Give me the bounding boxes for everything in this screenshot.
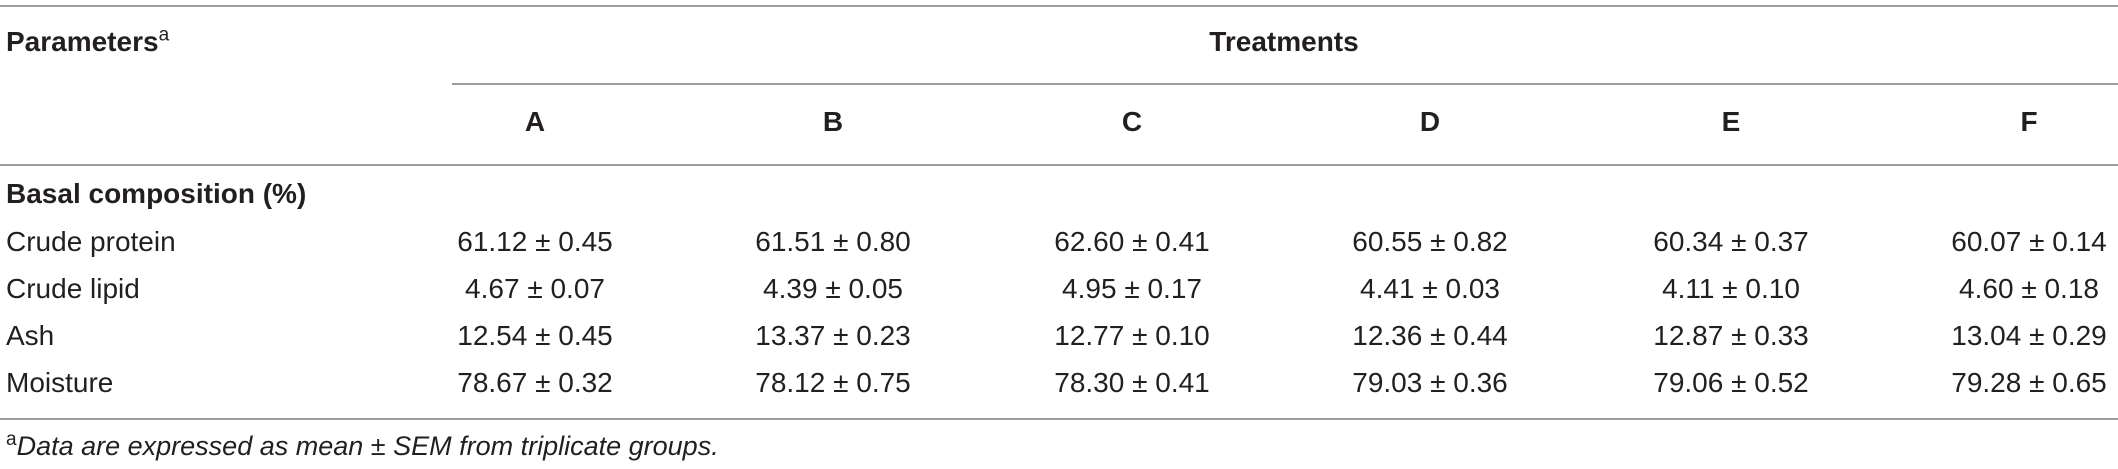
table-cell: 62.60 ± 0.41 — [1054, 226, 1210, 257]
column-header-a: A — [524, 106, 546, 137]
footnote-text: Data are expressed as mean ± SEM from tr… — [16, 431, 719, 461]
top-rule — [0, 5, 2118, 7]
table-cell: 4.41 ± 0.03 — [1360, 273, 1500, 304]
treatments-rule — [452, 83, 2118, 85]
table-cell: 61.51 ± 0.80 — [755, 226, 911, 257]
column-header-c: C — [1121, 106, 1143, 137]
footnote: aData are expressed as mean ± SEM from t… — [6, 430, 719, 461]
table-cell: 12.87 ± 0.33 — [1653, 320, 1809, 351]
column-header-b: B — [822, 106, 844, 137]
table-cell: 79.06 ± 0.52 — [1653, 367, 1809, 398]
table-cell: 78.30 ± 0.41 — [1054, 367, 1210, 398]
row-label: Moisture — [6, 367, 114, 398]
table-cell: 13.04 ± 0.29 — [1951, 320, 2107, 351]
parameters-header: Parametersa — [6, 24, 170, 57]
parameters-superscript: a — [158, 24, 170, 46]
table-cell: 4.39 ± 0.05 — [763, 273, 903, 304]
table-cell: 4.95 ± 0.17 — [1062, 273, 1202, 304]
table-cell: 79.28 ± 0.65 — [1951, 367, 2107, 398]
row-label: Ash — [6, 320, 55, 351]
header-rule — [0, 164, 2118, 166]
table-cell: 13.37 ± 0.23 — [755, 320, 911, 351]
section-label: Basal composition (%) — [6, 178, 307, 209]
footnote-marker: a — [6, 429, 17, 450]
table-cell: 78.12 ± 0.75 — [755, 367, 911, 398]
treatments-header: Treatments — [1209, 26, 1359, 57]
table-cell: 60.07 ± 0.14 — [1951, 226, 2107, 257]
bottom-rule — [0, 418, 2118, 420]
row-label: Crude lipid — [6, 273, 140, 304]
table-cell: 12.36 ± 0.44 — [1352, 320, 1508, 351]
table-cell: 61.12 ± 0.45 — [457, 226, 613, 257]
column-header-e: E — [1721, 106, 1741, 137]
table-cell: 12.54 ± 0.45 — [457, 320, 613, 351]
column-header-f: F — [2020, 106, 2038, 137]
table-cell: 4.60 ± 0.18 — [1959, 273, 2099, 304]
table-cell: 60.55 ± 0.82 — [1352, 226, 1508, 257]
parameters-label: Parameters — [6, 26, 159, 57]
row-label: Crude protein — [6, 226, 176, 257]
table-cell: 79.03 ± 0.36 — [1352, 367, 1508, 398]
column-header-d: D — [1419, 106, 1441, 137]
table-cell: 78.67 ± 0.32 — [457, 367, 613, 398]
table-cell: 4.11 ± 0.10 — [1662, 273, 1800, 304]
table-cell: 60.34 ± 0.37 — [1653, 226, 1809, 257]
table-cell: 4.67 ± 0.07 — [465, 273, 605, 304]
table-cell: 12.77 ± 0.10 — [1054, 320, 1210, 351]
